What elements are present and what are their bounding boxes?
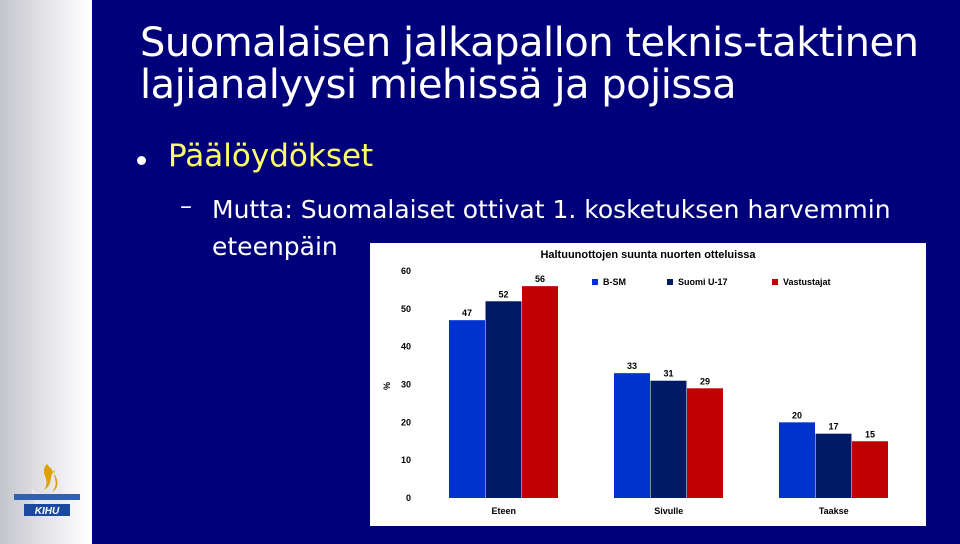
legend-swatch <box>772 279 778 285</box>
left-decorative-strip <box>0 0 90 544</box>
bar <box>852 441 888 498</box>
bar-chart: Haltuunottojen suunta nuorten otteluissa… <box>382 249 888 516</box>
y-tick-label: 40 <box>401 342 411 352</box>
data-label: 56 <box>535 274 545 284</box>
title-line-2: lajianalyysi miehissä ja pojissa <box>140 62 737 108</box>
bullet-main-findings: Päälöydökset <box>168 138 374 174</box>
slide-title: Suomalaisen jalkapallon teknis-taktinen … <box>140 22 940 106</box>
y-tick-label: 50 <box>401 304 411 314</box>
data-label: 47 <box>462 308 472 318</box>
legend-label: Suomi U-17 <box>678 277 728 287</box>
legend-label: Vastustajat <box>783 277 831 287</box>
y-tick-label: 60 <box>401 266 411 276</box>
bar <box>650 380 687 498</box>
chart-panel: Haltuunottojen suunta nuorten otteluissa… <box>370 243 926 526</box>
strip-divider <box>89 0 92 544</box>
kihu-logo: KIHU <box>14 464 80 517</box>
x-tick-label: Eteen <box>491 506 516 516</box>
data-label: 15 <box>865 429 875 439</box>
data-label: 52 <box>498 289 508 299</box>
y-axis-label: % <box>382 382 392 390</box>
sub-bullet-text: Mutta: Suomalaiset ottivat 1. kosketukse… <box>212 195 891 261</box>
bar <box>815 433 852 498</box>
bar <box>449 320 485 498</box>
bar <box>687 388 723 498</box>
data-label: 20 <box>792 410 802 420</box>
bullet-dot <box>137 156 146 165</box>
data-label: 17 <box>828 422 838 432</box>
bar <box>522 286 558 498</box>
data-label: 31 <box>663 369 673 379</box>
x-tick-label: Sivulle <box>654 506 683 516</box>
bar <box>779 422 815 498</box>
y-tick-label: 10 <box>401 455 411 465</box>
y-tick-label: 0 <box>406 493 411 503</box>
sub-bullet-dash: – <box>180 192 192 220</box>
chart-title: Haltuunottojen suunta nuorten otteluissa <box>540 249 756 261</box>
y-tick-label: 30 <box>401 380 411 390</box>
title-line-1: Suomalaisen jalkapallon teknis-taktinen <box>140 20 919 66</box>
y-tick-label: 20 <box>401 417 411 427</box>
legend-swatch <box>592 279 598 285</box>
logo-text: KIHU <box>35 506 60 517</box>
bar <box>485 301 522 498</box>
x-tick-label: Taakse <box>819 506 849 516</box>
data-label: 33 <box>627 361 637 371</box>
legend-swatch <box>667 279 673 285</box>
legend-label: B-SM <box>603 277 626 287</box>
bar <box>614 373 650 498</box>
data-label: 29 <box>700 376 710 386</box>
